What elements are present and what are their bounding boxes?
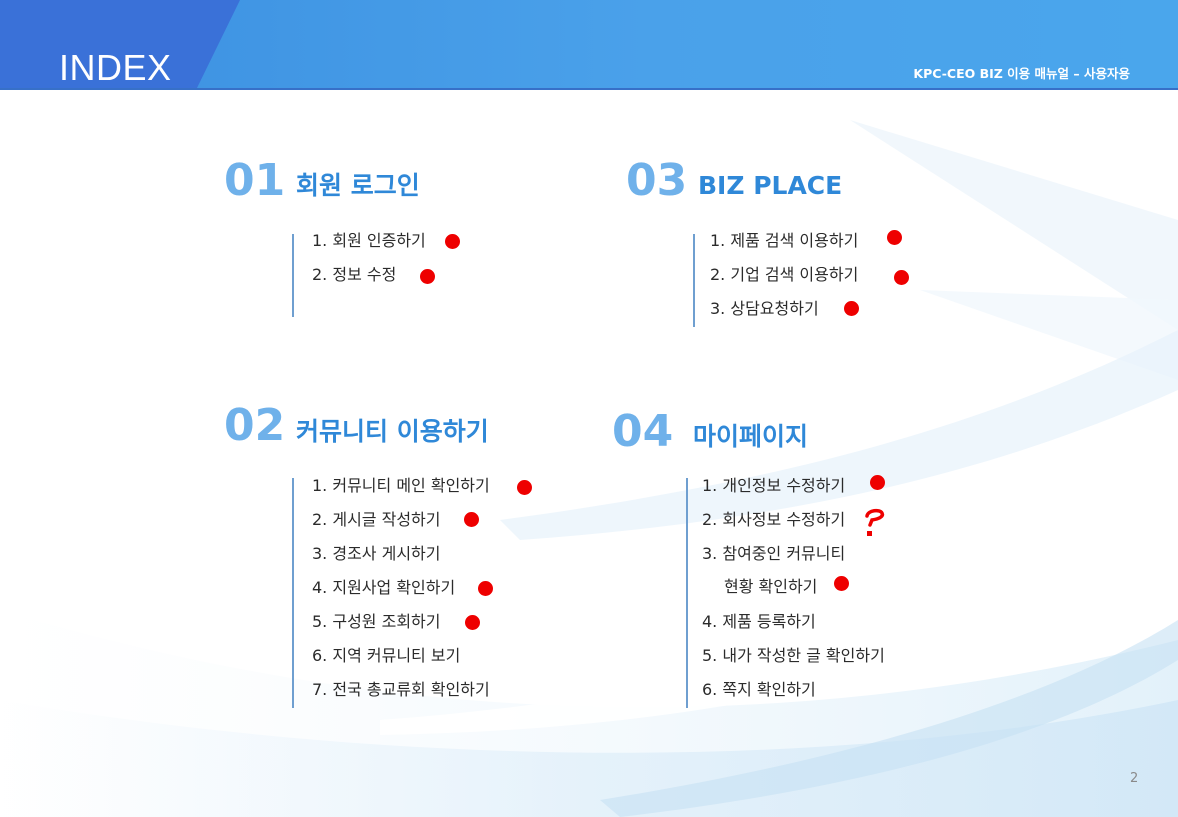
section-02-number: 02 (224, 400, 286, 451)
toc-item[interactable]: 7. 전국 총교류회 확인하기 (312, 680, 490, 699)
section-04-number: 04 (612, 406, 674, 457)
section-02-title: 커뮤니티 이용하기 (296, 417, 489, 446)
toc-item[interactable]: 4. 지원사업 확인하기 (312, 578, 456, 597)
document-subtitle: KPC-CEO BIZ 이용 매뉴얼 – 사용자용 (913, 66, 1130, 81)
toc-item[interactable]: 2. 정보 수정 (312, 265, 397, 284)
page-number: 2 (1130, 771, 1139, 786)
toc-item[interactable]: 6. 쪽지 확인하기 (702, 680, 816, 699)
red-dot-mark (420, 269, 435, 284)
section-02-divider (292, 478, 294, 708)
red-dot-mark (478, 581, 493, 596)
red-dot-mark (465, 615, 480, 630)
toc-item[interactable]: 1. 제품 검색 이용하기 (710, 231, 859, 250)
toc-item[interactable]: 2. 회사정보 수정하기 (702, 510, 846, 529)
question-mark-icon (865, 508, 885, 536)
toc-item[interactable]: 1. 회원 인증하기 (312, 231, 426, 250)
red-dot-mark (517, 480, 532, 495)
toc-item[interactable]: 3. 경조사 게시하기 (312, 544, 441, 563)
header-bar: INDEX KPC-CEO BIZ 이용 매뉴얼 – 사용자용 (0, 0, 1178, 90)
red-dot-mark (870, 475, 885, 490)
toc-item[interactable]: 4. 제품 등록하기 (702, 612, 816, 631)
red-dot-mark (834, 576, 849, 591)
toc-item[interactable]: 1. 개인정보 수정하기 (702, 476, 846, 495)
toc-item[interactable]: 2. 게시글 작성하기 (312, 510, 441, 529)
toc-item[interactable]: 1. 커뮤니티 메인 확인하기 (312, 476, 490, 495)
section-01-divider (292, 234, 294, 317)
page-title: INDEX (59, 47, 172, 88)
section-03-divider (693, 234, 695, 327)
header-divider (0, 88, 1178, 90)
toc-item[interactable]: 2. 기업 검색 이용하기 (710, 265, 859, 284)
section-01-title: 회원 로그인 (296, 171, 420, 200)
header-accent (0, 0, 240, 90)
section-04-title: 마이페이지 (693, 422, 809, 451)
toc-item[interactable]: 3. 참여중인 커뮤니티 (702, 544, 846, 563)
red-dot-mark (887, 230, 902, 245)
section-03-title: BIZ PLACE (698, 171, 843, 200)
toc-item[interactable]: 6. 지역 커뮤니티 보기 (312, 646, 461, 665)
section-04-divider (686, 478, 688, 708)
section-03-number: 03 (626, 155, 688, 206)
red-dot-mark (464, 512, 479, 527)
toc-item[interactable]: 3. 상담요청하기 (710, 299, 819, 318)
red-dot-mark (445, 234, 460, 249)
toc-item[interactable]: 현황 확인하기 (724, 577, 818, 596)
red-dot-mark (894, 270, 909, 285)
section-01-number: 01 (224, 155, 286, 206)
red-dot-mark (844, 301, 859, 316)
toc-item[interactable]: 5. 내가 작성한 글 확인하기 (702, 646, 885, 665)
toc-item[interactable]: 5. 구성원 조회하기 (312, 612, 441, 631)
